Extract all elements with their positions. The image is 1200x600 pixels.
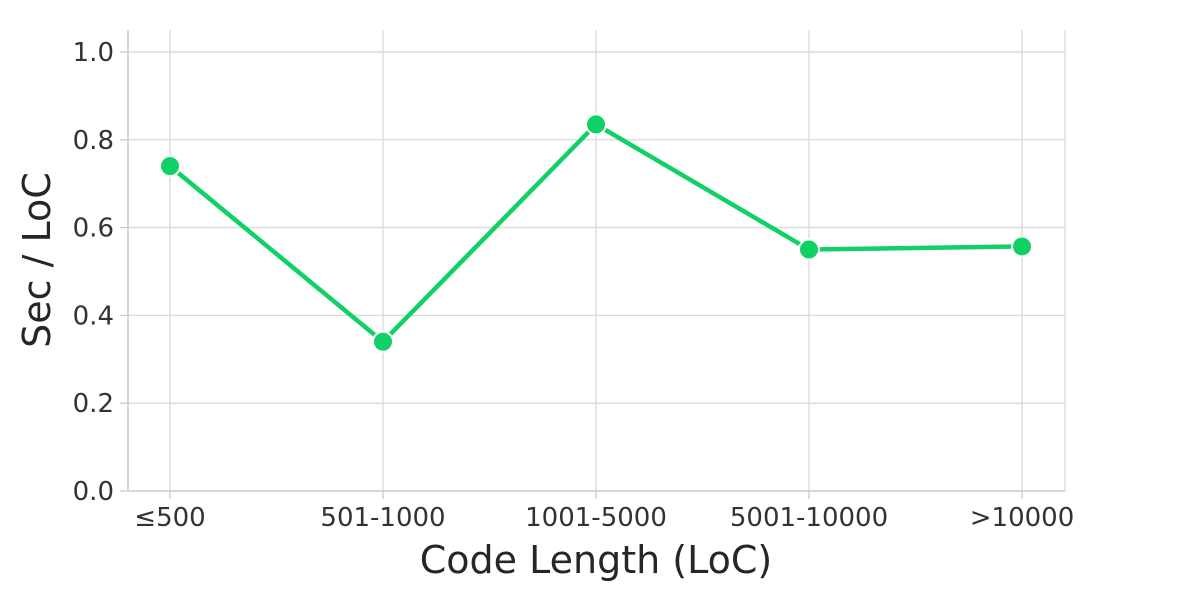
data-point (159, 155, 181, 178)
x-tick-label: >10000 (970, 503, 1075, 533)
x-tick-label: 501-1000 (320, 503, 445, 533)
y-tick-label: 0.6 (73, 214, 114, 244)
y-tick-label: 0.8 (73, 126, 114, 156)
data-point (1011, 235, 1033, 258)
data-point (372, 330, 394, 353)
x-axis-title: Code Length (LoC) (420, 538, 772, 582)
tick-labels: 0.0 0.2 0.4 0.6 0.8 1.0 ≤500 501-1000 1001-5000 5… (73, 38, 1075, 533)
y-tick-label: 0.0 (73, 477, 114, 507)
axes (120, 30, 1065, 499)
y-tick-label: 0.2 (73, 389, 114, 419)
y-axis-title: Sec / LoC (15, 172, 59, 348)
y-tick-label: 1.0 (73, 38, 114, 68)
series (159, 113, 1033, 353)
x-tick-label: 1001-5000 (525, 503, 667, 533)
y-tick-label: 0.4 (73, 301, 114, 331)
x-tick-label: 5001-10000 (730, 503, 888, 533)
x-tick-label: ≤500 (134, 503, 205, 533)
grid (128, 30, 1066, 491)
data-point (798, 238, 820, 261)
data-point (585, 113, 607, 136)
